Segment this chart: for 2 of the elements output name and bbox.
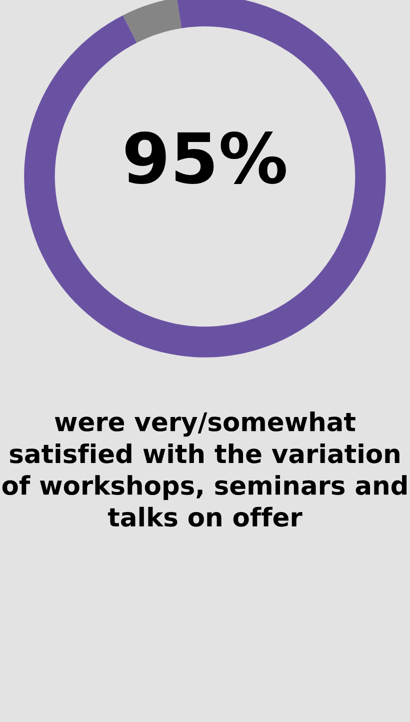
text: were very/somewhat satisfied with the variation of workshops, seminars and talks on offer (2, 412, 407, 527)
data-label: 95% (125, 131, 286, 184)
